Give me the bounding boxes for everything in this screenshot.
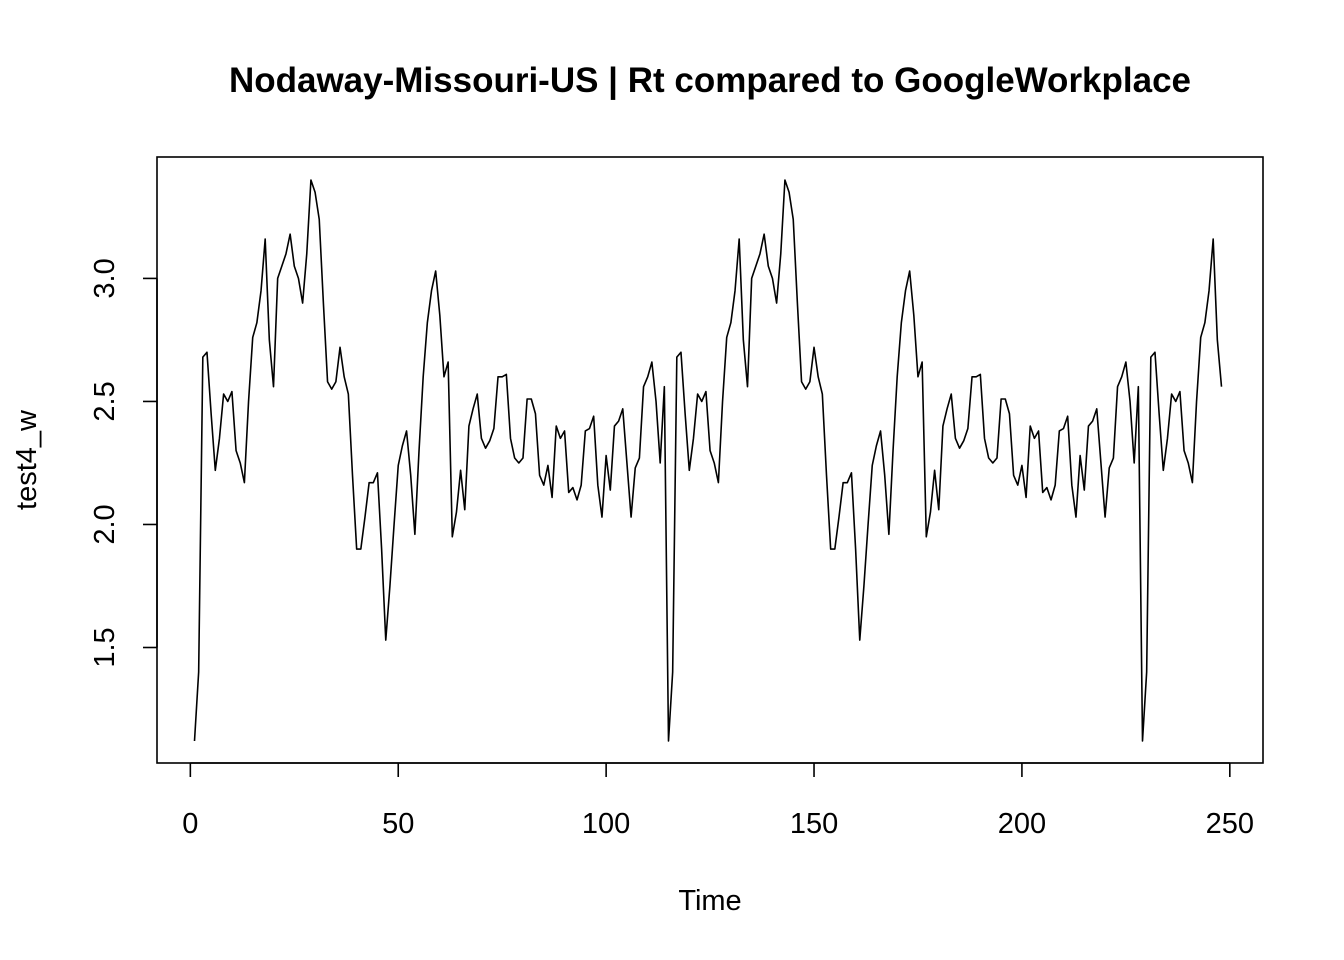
- series-line: [193, 179, 1223, 742]
- y-axis-label: test4_w: [11, 409, 43, 510]
- x-tick-label: 0: [182, 808, 198, 840]
- y-tick-label: 1.5: [89, 627, 121, 667]
- x-axis: 0 50 100 150 200 250: [182, 762, 1254, 840]
- y-tick-label: 2.0: [89, 504, 121, 544]
- x-tick-label: 150: [790, 808, 838, 840]
- x-axis-label: Time: [678, 885, 741, 917]
- x-tick-label: 250: [1206, 808, 1254, 840]
- x-tick-label: 200: [998, 808, 1046, 840]
- x-tick-label: 50: [382, 808, 414, 840]
- y-tick-label: 2.5: [89, 381, 121, 421]
- y-tick-label: 3.0: [89, 258, 121, 298]
- y-axis: 1.5 2.0 2.5 3.0: [89, 258, 158, 668]
- plot-frame: [156, 156, 1264, 764]
- chart-title: Nodaway-Missouri-US | Rt compared to Goo…: [229, 61, 1191, 100]
- x-tick-label: 100: [582, 808, 630, 840]
